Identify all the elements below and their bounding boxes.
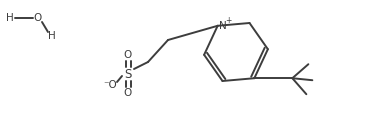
Text: ⁻O: ⁻O xyxy=(103,80,117,90)
Text: H: H xyxy=(6,13,14,23)
Text: O: O xyxy=(124,50,132,60)
Text: S: S xyxy=(124,67,132,81)
Text: H: H xyxy=(48,31,56,41)
Text: O: O xyxy=(124,88,132,98)
Text: +: + xyxy=(226,16,232,25)
Text: N: N xyxy=(219,21,226,31)
Text: O: O xyxy=(34,13,42,23)
